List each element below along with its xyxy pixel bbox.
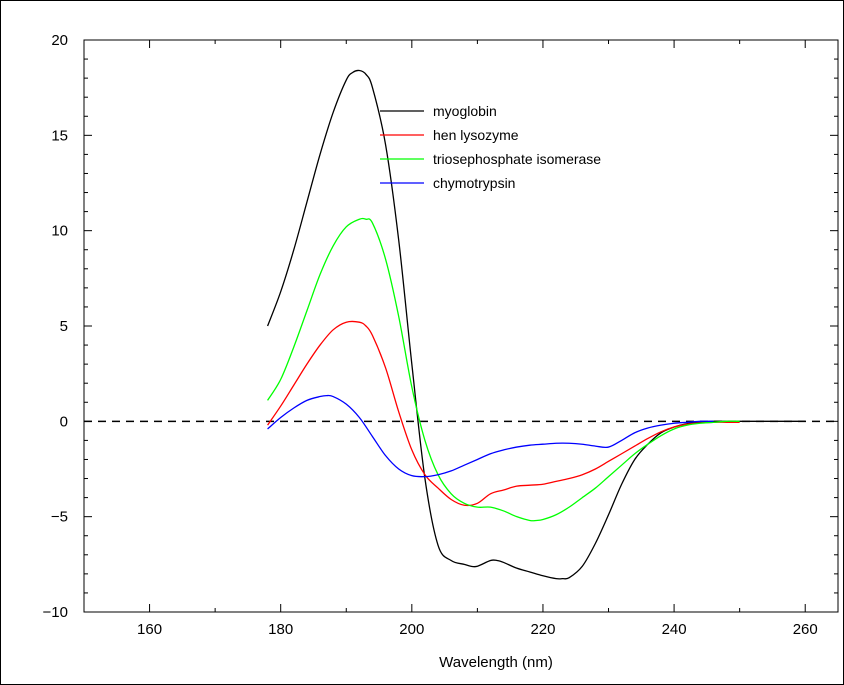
legend-label: triosephosphate isomerase bbox=[433, 151, 601, 167]
series-line-hen-lysozyme bbox=[267, 320, 740, 507]
legend-label: myoglobin bbox=[433, 103, 497, 119]
x-tick-label: 200 bbox=[399, 621, 424, 638]
y-tick-label: 5 bbox=[60, 318, 68, 335]
legend: myoglobin hen lysozyme triosephosphate iso… bbox=[380, 103, 601, 191]
y-tick-label: 0 bbox=[60, 413, 68, 430]
x-axis-label: Wavelength (nm) bbox=[439, 654, 553, 671]
x-axis-ticks: 160 180 200 220 240 260 bbox=[83, 40, 818, 638]
plot-border bbox=[83, 39, 839, 613]
y-tick-label: 15 bbox=[51, 127, 68, 144]
y-tick-label: −5 bbox=[51, 509, 68, 526]
legend-label: hen lysozyme bbox=[433, 127, 519, 143]
plot-area bbox=[83, 39, 839, 613]
x-tick-label: 240 bbox=[662, 621, 687, 638]
y-tick-label: 20 bbox=[51, 32, 68, 49]
y-axis-ticks: −10 −5 0 5 10 15 20 bbox=[43, 32, 838, 621]
series-line-myoglobin bbox=[266, 69, 806, 580]
y-tick-label: 10 bbox=[51, 223, 68, 240]
series-line-chymotrypsin bbox=[267, 394, 714, 478]
x-tick-label: 160 bbox=[137, 621, 162, 638]
x-tick-label: 180 bbox=[268, 621, 293, 638]
x-tick-label: 260 bbox=[793, 621, 818, 638]
series-lines bbox=[266, 69, 806, 580]
series-line-triosephosphate-isomerase bbox=[267, 217, 740, 522]
y-tick-label: −10 bbox=[43, 604, 68, 621]
x-tick-label: 220 bbox=[530, 621, 555, 638]
legend-label: chymotrypsin bbox=[433, 175, 515, 191]
